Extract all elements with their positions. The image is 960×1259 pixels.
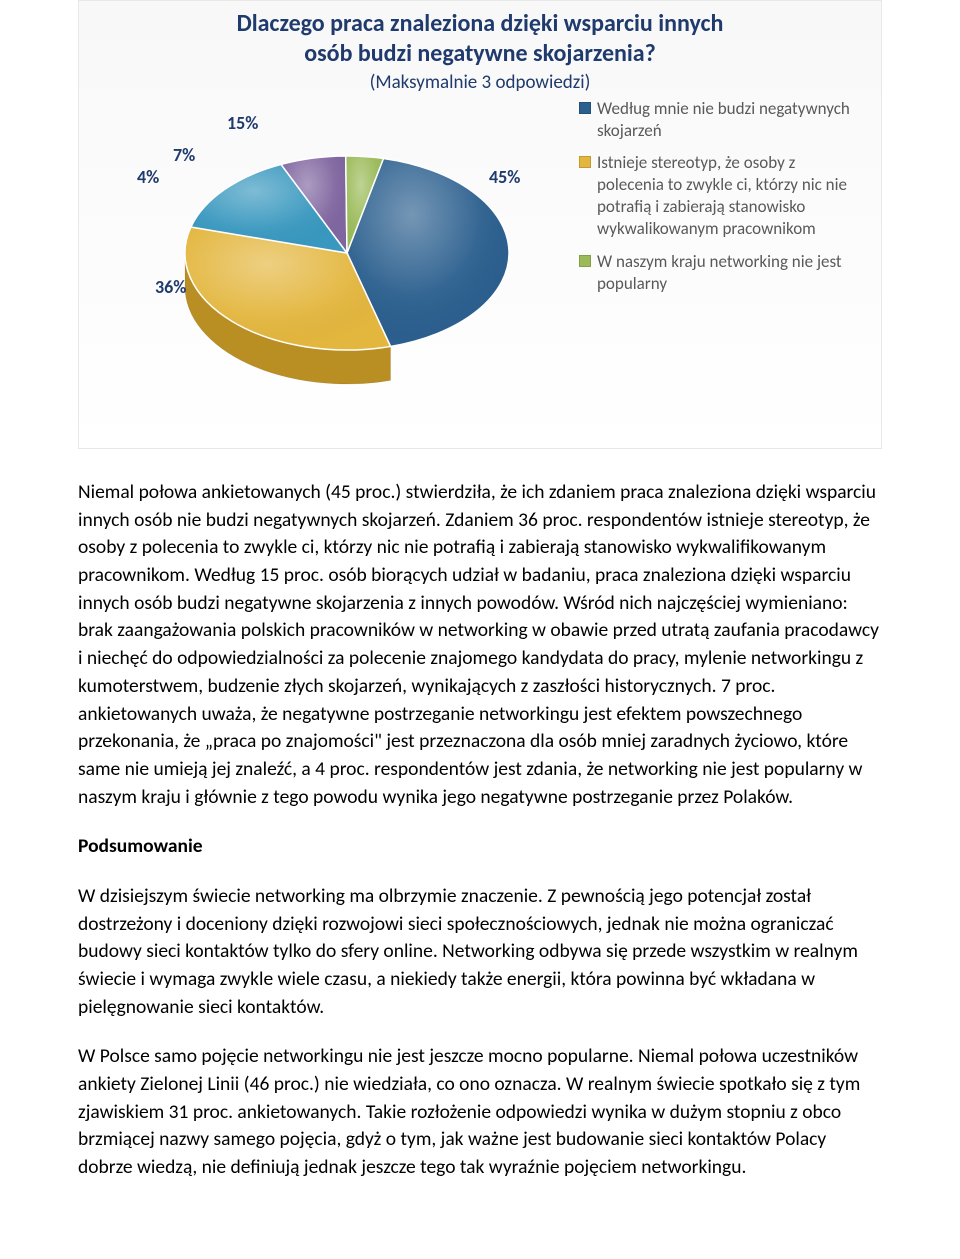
- chart-body: 45% 36% 15% 7% 4% Według mnie nie budzi nega…: [79, 98, 881, 408]
- legend-text: Według mnie nie budzi negatywnych skojar…: [597, 98, 851, 142]
- paragraph-3: W Polsce samo pojęcie networkingu nie je…: [78, 1043, 882, 1181]
- paragraph-1: Niemal połowa ankietowanych (45 proc.) s…: [78, 479, 882, 811]
- legend-swatch: [579, 102, 591, 114]
- legend-item: Według mnie nie budzi negatywnych skojar…: [579, 98, 851, 142]
- legend: Według mnie nie budzi negatywnych skojar…: [579, 98, 881, 305]
- pie-chart: [79, 98, 579, 408]
- pie-slice-label: 7%: [173, 144, 195, 166]
- legend-text: W naszym kraju networking nie jest popul…: [597, 251, 851, 295]
- pie-slice-label: 4%: [137, 166, 159, 188]
- legend-item: W naszym kraju networking nie jest popul…: [579, 251, 851, 295]
- legend-swatch: [579, 255, 591, 267]
- legend-text: Istnieje stereotyp, że osoby z polecenia…: [597, 152, 851, 240]
- heading-podsumowanie: Podsumowanie: [78, 833, 882, 861]
- legend-item: Istnieje stereotyp, że osoby z polecenia…: [579, 152, 851, 240]
- chart-subtitle: (Maksymalnie 3 odpowiedzi): [79, 71, 881, 94]
- legend-swatch: [579, 156, 591, 168]
- pie-slice-label: 36%: [155, 276, 186, 298]
- pie-slice-label: 45%: [489, 166, 520, 188]
- pie-slice-label: 15%: [227, 112, 258, 134]
- chart-title: Dlaczego praca znaleziona dzięki wsparci…: [79, 9, 881, 69]
- pie-chart-container: 45% 36% 15% 7% 4%: [79, 98, 579, 408]
- paragraph-2: W dzisiejszym świecie networking ma olbr…: [78, 883, 882, 1021]
- chart-title-line1: Dlaczego praca znaleziona dzięki wsparci…: [237, 9, 724, 38]
- chart-title-line2: osób budzi negatywne skojarzenia?: [304, 39, 656, 68]
- body-text: Niemal połowa ankietowanych (45 proc.) s…: [0, 479, 960, 1182]
- chart-panel: Dlaczego praca znaleziona dzięki wsparci…: [78, 0, 882, 449]
